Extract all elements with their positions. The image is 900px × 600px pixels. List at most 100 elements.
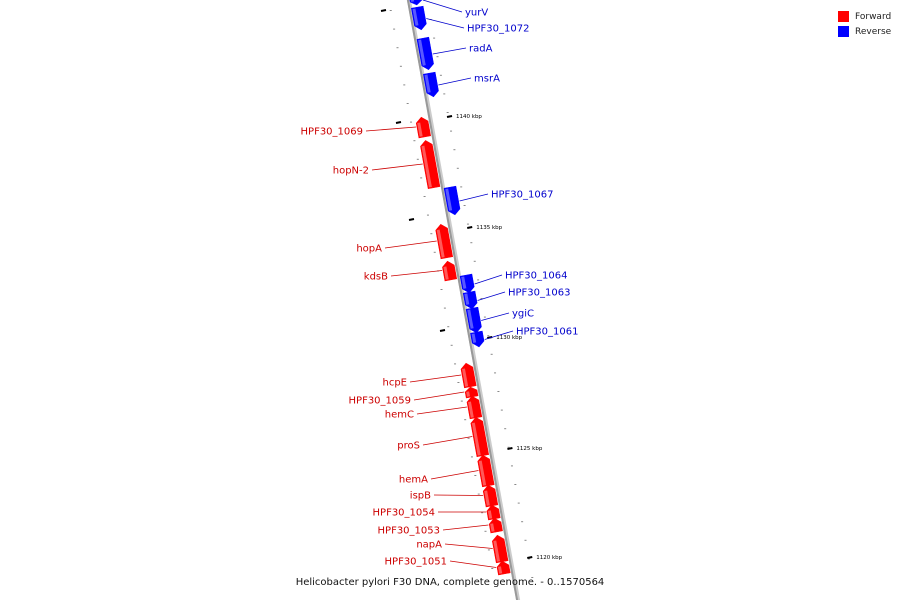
gene-arrow <box>486 504 501 521</box>
gene-leader-line <box>409 374 462 383</box>
gene-leader-line <box>390 270 443 277</box>
gene-leader-line <box>413 391 465 401</box>
gene-arrow <box>482 484 499 508</box>
grid-dot <box>487 549 490 551</box>
grid-dot <box>460 186 463 188</box>
gene-arrow <box>411 5 427 31</box>
backbone-line <box>406 0 519 600</box>
legend: Forward Reverse <box>838 9 891 39</box>
legend-item-reverse: Reverse <box>838 24 891 39</box>
grid-dot <box>416 158 419 160</box>
grid-dot <box>393 28 396 30</box>
grid-dot <box>447 326 450 328</box>
gene-arrow <box>435 223 454 260</box>
gene-arrow <box>492 534 509 564</box>
gene-label: hcpE <box>382 378 407 389</box>
gene-arrow-highlight <box>467 401 474 418</box>
grid-dot <box>389 10 392 11</box>
gene-leader-line <box>433 494 484 496</box>
grid-dot <box>420 177 423 179</box>
gene-label: HPF30_1072 <box>467 24 529 35</box>
gene-leader-line <box>481 312 510 321</box>
forward-swatch <box>838 11 849 22</box>
grid-dot <box>436 56 439 58</box>
gene-arrow-highlight <box>412 8 419 26</box>
grid-dot <box>470 242 473 244</box>
grid-dot <box>443 307 446 309</box>
gene-arrow-highlight <box>497 566 503 574</box>
gene-label: proS <box>397 441 420 452</box>
gene-arrow-highlight <box>443 266 449 280</box>
legend-item-forward: Forward <box>838 9 891 24</box>
grid-dot <box>450 344 453 346</box>
gene-label: HPF30_1051 <box>385 557 447 568</box>
tick-label: 1125 kbp <box>516 446 542 452</box>
grid-dot <box>483 316 486 318</box>
grid-dot <box>454 363 457 365</box>
grid-dot <box>443 93 446 95</box>
gene-arrow-highlight <box>461 276 467 289</box>
grid-dot <box>433 251 436 253</box>
tick-mark <box>507 447 513 450</box>
gene-arrow-highlight <box>436 229 445 258</box>
gene-leader-line <box>438 77 472 86</box>
genome-caption: Helicobacter pylori F30 DNA, complete ge… <box>295 577 605 588</box>
gene-arrow-highlight <box>417 122 423 137</box>
grid-dot <box>450 130 453 132</box>
gene-arrow <box>488 517 503 534</box>
gene-leader-line <box>365 126 417 132</box>
gene-leader-line <box>432 47 467 55</box>
grid-dot <box>494 372 497 374</box>
gene-arrow-highlight <box>478 460 487 486</box>
gene-arrow <box>420 140 441 189</box>
grid-dot <box>507 446 510 448</box>
grid-dot <box>477 493 480 495</box>
gene-label: ygiC <box>512 309 534 320</box>
grid-dot <box>457 382 460 383</box>
gene-arrow-highlight <box>464 293 470 305</box>
gene-arrow-highlight <box>487 510 493 519</box>
grid-dot <box>413 140 416 142</box>
gene-label: hemC <box>385 410 414 421</box>
tick-label: 1135 kbp <box>476 225 502 231</box>
gene-arrow <box>466 395 483 420</box>
grid-dot <box>500 409 503 411</box>
gene-leader-line <box>459 193 489 202</box>
gene-arrow-highlight <box>467 309 474 329</box>
gene-arrow <box>496 560 511 576</box>
gene-arrow-highlight <box>471 333 477 343</box>
gene-label: napA <box>416 540 442 551</box>
gene-label: ispB <box>410 491 431 502</box>
gene-label: radA <box>469 44 493 55</box>
gene-arrow <box>416 36 434 71</box>
gene-leader-line <box>444 543 493 549</box>
gene-arrow-highlight <box>421 145 432 188</box>
grid-dot <box>467 437 470 439</box>
grid-dot <box>504 428 507 430</box>
gene-arrow <box>477 454 495 488</box>
grid-dot <box>446 112 449 113</box>
gene-label: HPF30_1069 <box>301 127 363 138</box>
grid-dot <box>464 419 467 421</box>
gene-label: HPF30_1053 <box>378 526 440 537</box>
gene-arrow-highlight <box>484 490 490 506</box>
tick-mark <box>395 121 402 124</box>
gene-leader-line <box>442 524 489 531</box>
gene-label: hopN-2 <box>333 166 369 177</box>
gene-label: yurV <box>465 8 488 19</box>
grid-dot <box>477 279 480 281</box>
grid-dot <box>474 475 477 476</box>
gene-leader-line <box>371 163 423 171</box>
grid-dot <box>517 502 520 504</box>
grid-dot <box>456 167 459 169</box>
grid-dot <box>403 84 406 86</box>
gene-leader-line <box>477 291 506 301</box>
grid-dot <box>514 484 517 485</box>
gene-leader-line <box>430 470 479 480</box>
gene-arrow-highlight <box>445 188 453 211</box>
gene-arrow-highlight <box>466 391 470 397</box>
gene-arrow <box>459 273 475 294</box>
gene-label: HPF30_1063 <box>508 288 570 299</box>
grid-dot <box>410 121 413 123</box>
tick-mark <box>408 218 415 221</box>
